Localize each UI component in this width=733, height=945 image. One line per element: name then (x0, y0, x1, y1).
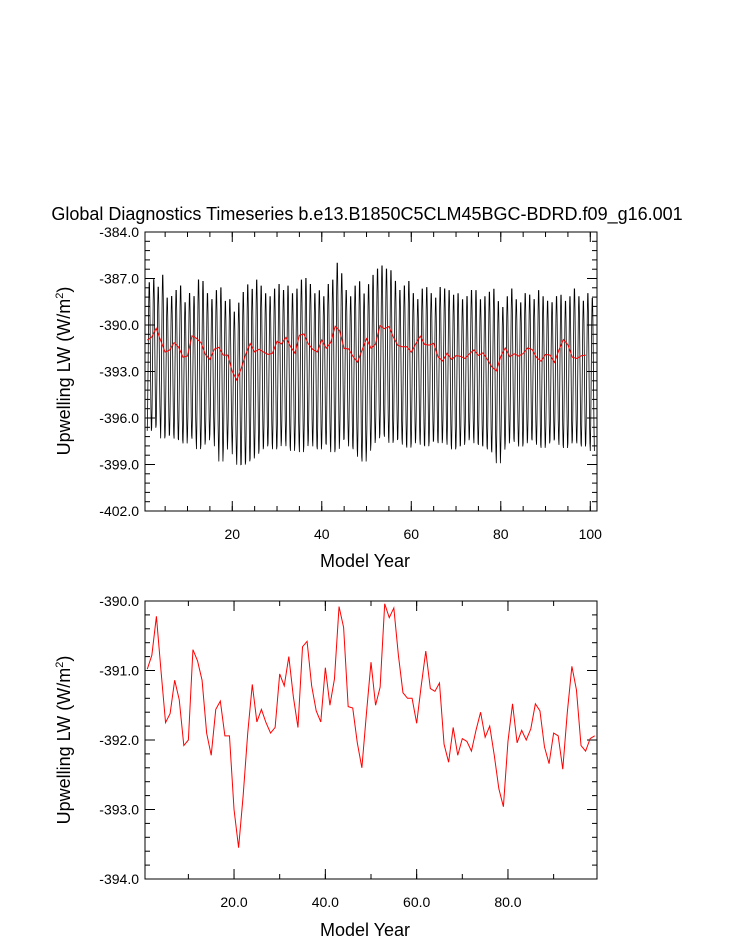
top-y-axis-label: Upwelling LW (W/m2) (54, 287, 74, 456)
bottom-y-tick-label: -393.0 (99, 802, 139, 818)
bottom-x-tick-label: 80.0 (494, 894, 521, 910)
bottom-x-tick-label: 20.0 (220, 894, 247, 910)
bottom-panel: 20.0 40.0 60.0 80.0 -394.0 -393.0 -392.0 -391.0… (54, 593, 598, 940)
top-annual-mean-line (146, 324, 586, 382)
top-x-tick-label: 40 (314, 526, 330, 542)
top-x-axis-label: Model Year (320, 551, 410, 571)
top-y-tick-label: -387.0 (99, 271, 139, 287)
bottom-y-axis-label: Upwelling LW (W/m2) (54, 656, 74, 825)
bottom-ticks: 20.0 40.0 60.0 80.0 -394.0 -393.0 -392.0 -391.0… (99, 593, 597, 910)
top-y-tick-label: -402.0 (99, 503, 139, 519)
top-monthly-line (146, 262, 595, 466)
bottom-y-tick-label: -391.0 (99, 663, 139, 679)
bottom-annual-mean-line (146, 603, 595, 848)
top-y-tick-label: -396.0 (99, 410, 139, 426)
top-x-tick-label: 100 (579, 526, 603, 542)
bottom-x-tick-label: 60.0 (403, 894, 430, 910)
top-x-tick-label: 60 (403, 526, 419, 542)
bottom-y-tick-label: -392.0 (99, 732, 139, 748)
chart-title: Global Diagnostics Timeseries b.e13.B185… (51, 204, 682, 225)
bottom-y-tick-label: -394.0 (99, 871, 139, 887)
top-y-tick-label: -399.0 (99, 457, 139, 473)
top-y-tick-label: -384.0 (99, 224, 139, 240)
top-x-tick-label: 80 (493, 526, 509, 542)
bottom-x-axis-label: Model Year (320, 920, 410, 940)
bottom-x-tick-label: 40.0 (312, 894, 339, 910)
top-x-tick-label: 20 (224, 526, 240, 542)
bottom-y-tick-label: -390.0 (99, 593, 139, 609)
bottom-series (146, 603, 595, 848)
top-series (146, 262, 595, 466)
top-y-tick-label: -390.0 (99, 317, 139, 333)
top-panel: 20 40 60 80 100 -402.0 -399.0 -396.0 -393.0 -390.… (54, 224, 602, 571)
top-y-tick-label: -393.0 (99, 364, 139, 380)
